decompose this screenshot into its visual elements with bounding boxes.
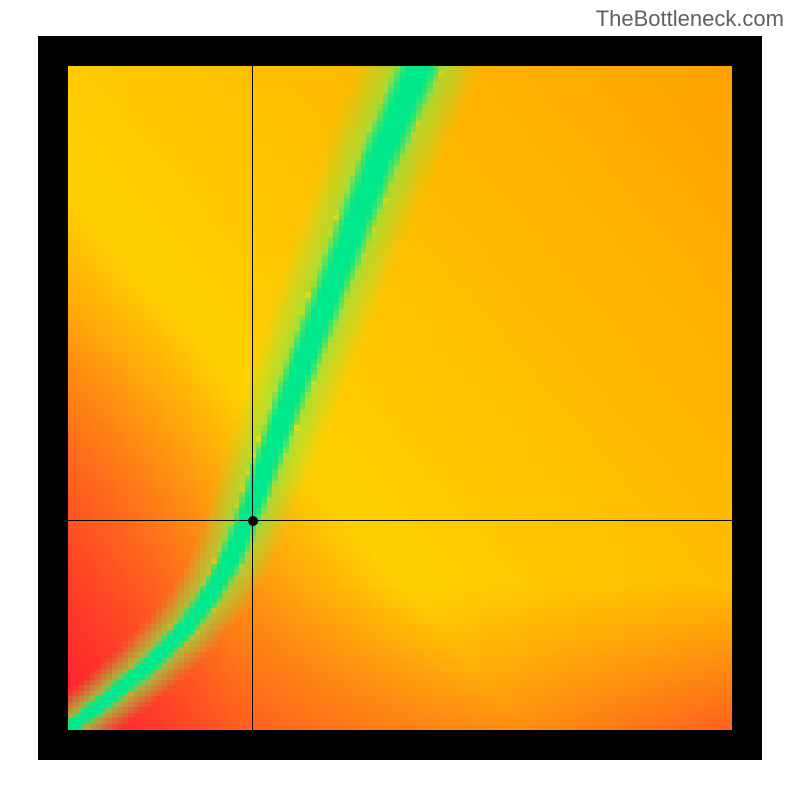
watermark-text: TheBottleneck.com [596, 6, 784, 32]
crosshair-vertical [252, 66, 253, 730]
plot-frame [38, 36, 762, 760]
chart-container: TheBottleneck.com [0, 0, 800, 800]
crosshair-marker [248, 516, 258, 526]
crosshair-horizontal [68, 520, 732, 521]
heatmap-canvas [68, 66, 732, 730]
